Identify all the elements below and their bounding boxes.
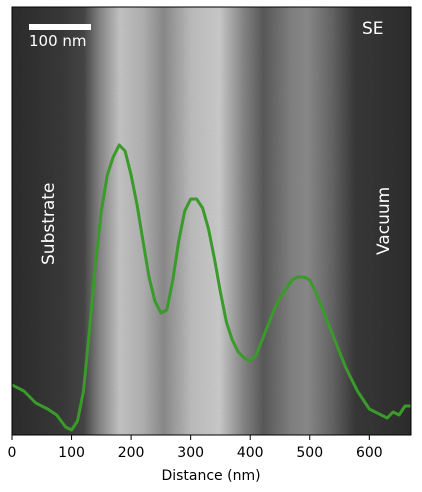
profile-line-0 (12, 143, 411, 432)
right-region-label: Vacuum (374, 187, 394, 255)
x-tick-label: 100 (58, 445, 85, 461)
x-axis: 0 100 200 300 400 500 600 (8, 435, 383, 461)
detector-label: SE (362, 19, 384, 39)
x-tick-label: 300 (177, 445, 204, 461)
profile-line-layer (12, 143, 411, 432)
x-tick-label: 0 (8, 445, 17, 461)
left-region-label: Substrate (39, 183, 59, 265)
plot-frame (11, 6, 412, 436)
scale-bar-label: 100 nm (29, 32, 87, 50)
scale-bar: 100 nm (29, 24, 91, 50)
x-axis-label: Distance (nm) (161, 468, 260, 484)
x-tick-label: 400 (237, 445, 264, 461)
x-tick-label: 600 (356, 445, 383, 461)
x-tick-label: 500 (296, 445, 323, 461)
sem-image (12, 7, 411, 435)
x-tick-label: 200 (118, 445, 145, 461)
